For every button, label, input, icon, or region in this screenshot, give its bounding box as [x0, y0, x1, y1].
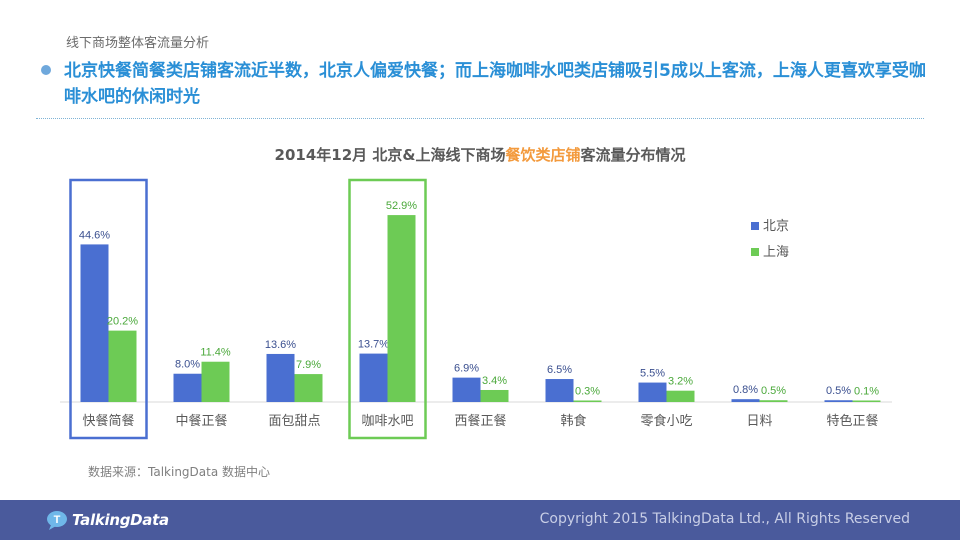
data-label-北京-零食小吃: 5.5%: [640, 368, 665, 380]
data-label-北京-快餐简餐: 44.6%: [79, 229, 110, 241]
logo-text: TalkingData: [72, 511, 169, 529]
data-label-北京-咖啡水吧: 13.7%: [358, 339, 389, 351]
data-label-上海-韩食: 0.3%: [575, 386, 600, 398]
tick-label-日料: 日料: [746, 414, 772, 429]
bar-上海-中餐正餐: [201, 361, 230, 402]
data-label-北京-韩食: 6.5%: [547, 364, 572, 376]
bar-北京-咖啡水吧: [359, 353, 388, 402]
bar-北京-韩食: [545, 379, 574, 402]
highlight-box-快餐简餐: [69, 178, 148, 440]
bar-上海-咖啡水吧: [387, 215, 416, 402]
chart-title-part-1: 2014年12月 北京&上海线下商场: [274, 146, 506, 164]
bar-上海-西餐正餐: [480, 389, 509, 402]
bar-上海-特色正餐: [852, 400, 881, 402]
copyright: Copyright 2015 TalkingData Ltd., All Rig…: [539, 511, 910, 527]
bar-chart: 44.6% 20.2% 快餐简餐 8.0%11.4% 中餐正餐 13.6%7.9% 面包甜点…: [60, 178, 892, 440]
tick-label-面包甜点: 面包甜点: [268, 413, 320, 429]
legend-swatch-上海: [751, 248, 759, 256]
bullet-icon: [41, 65, 51, 75]
bar-上海-日料: [759, 400, 788, 402]
data-label-上海-特色正餐: 0.1%: [854, 386, 879, 398]
logo-icon: T: [46, 509, 68, 531]
headline: 北京快餐简餐类店铺客流近半数，北京人偏爱快餐；而上海咖啡水吧类店铺吸引5成以上客…: [64, 61, 926, 107]
tick-label-零食小吃: 零食小吃: [640, 413, 692, 429]
data-label-北京-特色正餐: 0.5%: [826, 385, 851, 397]
svg-text:T: T: [54, 514, 61, 526]
divider: [36, 118, 924, 119]
bar-北京-日料: [731, 399, 760, 402]
chart-title-accent: 餐饮类店铺: [505, 146, 581, 164]
data-label-北京-中餐正餐: 8.0%: [175, 359, 200, 371]
tick-label-快餐简餐: 快餐简餐: [82, 413, 134, 429]
legend-label-上海: 上海: [763, 245, 789, 260]
chart-title-part-3: 客流量分布情况: [580, 146, 686, 164]
bar-北京-零食小吃: [638, 382, 667, 402]
data-label-北京-面包甜点: 13.6%: [265, 339, 296, 351]
tick-label-西餐正餐: 西餐正餐: [454, 413, 506, 429]
legend-swatch-北京: [751, 222, 759, 230]
source-note: 数据来源：TalkingData 数据中心: [88, 465, 271, 479]
bar-上海-韩食: [573, 400, 602, 402]
bar-上海-快餐简餐: [108, 330, 137, 402]
data-label-上海-日料: 0.5%: [761, 385, 786, 397]
bar-北京-面包甜点: [266, 353, 295, 402]
section-label: 线下商场整体客流量分析: [66, 36, 210, 51]
legend-label-北京: 北京: [763, 219, 789, 234]
data-label-上海-快餐简餐: 20.2%: [107, 316, 138, 328]
tick-label-中餐正餐: 中餐正餐: [175, 413, 227, 429]
tick-label-咖啡水吧: 咖啡水吧: [361, 414, 413, 429]
data-label-上海-咖啡水吧: 52.9%: [386, 200, 417, 212]
tick-label-特色正餐: 特色正餐: [826, 413, 878, 429]
data-label-上海-零食小吃: 3.2%: [668, 376, 693, 388]
bar-北京-中餐正餐: [173, 373, 202, 402]
tick-label-韩食: 韩食: [560, 413, 586, 429]
data-label-上海-西餐正餐: 3.4%: [482, 375, 507, 387]
highlight-box-咖啡水吧: [348, 178, 427, 440]
data-label-上海-中餐正餐: 11.4%: [200, 347, 231, 359]
bar-北京-快餐简餐: [80, 244, 109, 402]
data-label-北京-日料: 0.8%: [733, 384, 758, 396]
data-label-北京-西餐正餐: 6.9%: [454, 363, 479, 375]
footer-bar: T TalkingData Copyright 2015 TalkingData…: [0, 500, 960, 540]
bar-北京-特色正餐: [824, 400, 853, 402]
bar-上海-面包甜点: [294, 374, 323, 402]
chart-title: 2014年12月 北京&上海线下商场餐饮类店铺客流量分布情况: [0, 144, 960, 165]
data-label-上海-面包甜点: 7.9%: [296, 359, 321, 371]
logo: T TalkingData: [46, 509, 169, 531]
bar-北京-西餐正餐: [452, 377, 481, 402]
bar-上海-零食小吃: [666, 390, 695, 402]
